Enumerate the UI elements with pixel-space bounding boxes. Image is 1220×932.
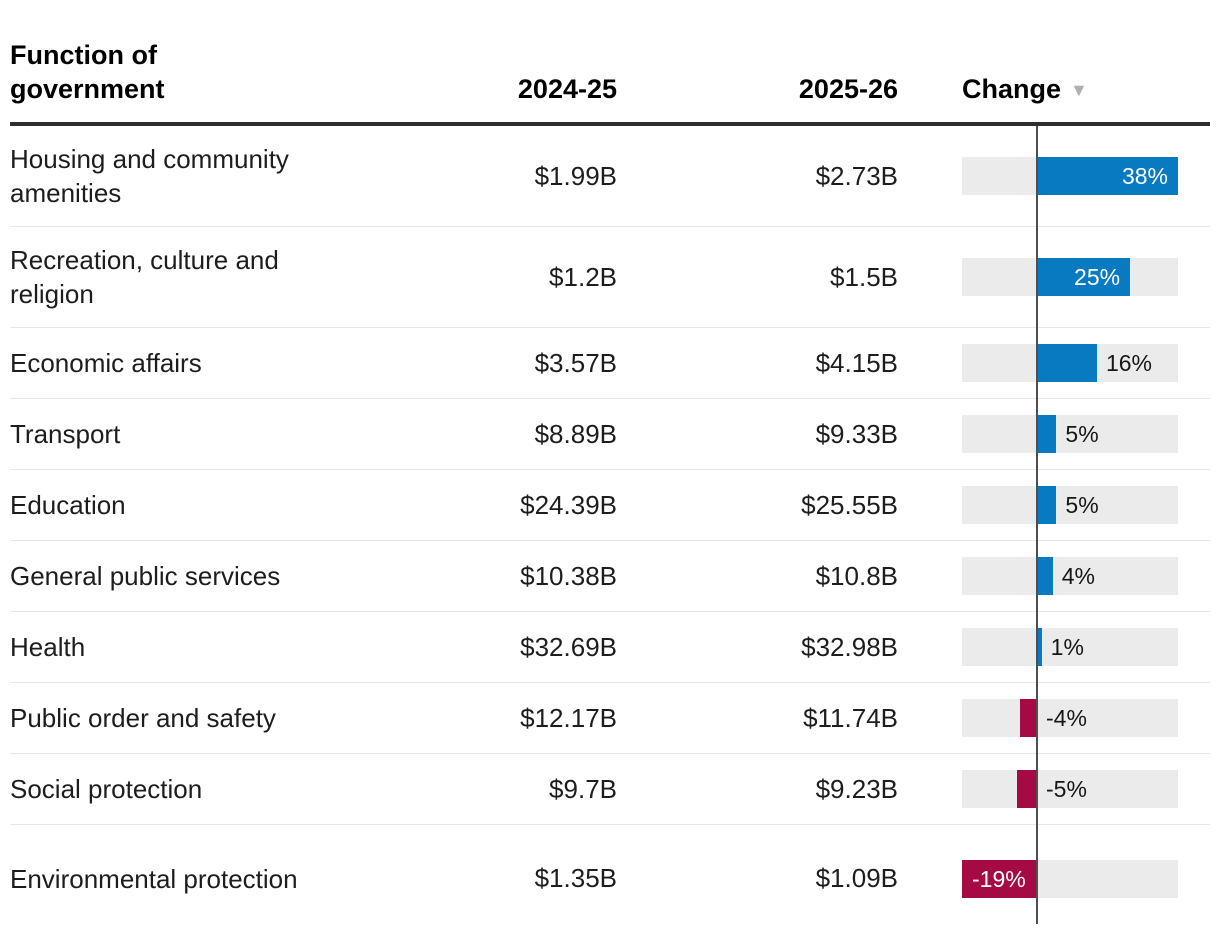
row-label: Education [10,490,126,521]
value-2024-25: $24.39B [520,489,617,520]
value-2025-26: $9.33B [815,418,898,449]
value-2024-25: $32.69B [520,631,617,662]
value-2025-26: $25.55B [801,489,898,520]
change-bar-track: 16% [962,344,1178,383]
change-bar [1038,557,1053,596]
change-percent-label: 5% [1065,492,1099,519]
value-2025-26: $32.98B [801,631,898,662]
header-2024-25: 2024-25 [517,74,617,105]
change-bar [1016,770,1036,809]
change-bar [1038,486,1057,525]
change-cell: 4% [898,557,1210,596]
change-bar-track: 5% [962,486,1178,525]
table-row: Housing and community amenities $1.99B $… [10,126,1210,226]
sort-descending-icon[interactable]: ▼ [1070,80,1088,101]
table-row: Health $32.69B $32.98B 1% [10,611,1210,682]
value-2025-26: $9.23B [815,773,898,804]
change-bar-track: 38% [962,157,1178,196]
header-2025-26: 2025-26 [798,74,898,105]
value-2025-26: $1.09B [815,863,898,894]
table-row: Economic affairs $3.57B $4.15B 16% [10,327,1210,398]
table-row: Education $24.39B $25.55B 5% [10,469,1210,540]
change-bar-track: 4% [962,557,1178,596]
change-bar [1038,344,1097,383]
change-percent-label: -5% [1046,776,1087,803]
change-percent-label: 5% [1065,421,1099,448]
change-percent-label: 4% [1061,563,1095,590]
table-row: Recreation, culture and religion $1.2B $… [10,226,1210,327]
value-2024-25: $1.99B [534,160,617,191]
change-cell: 25% [898,258,1210,297]
change-bar [962,859,1036,898]
change-bar-track: -4% [962,699,1178,738]
header-change-sort[interactable]: Change ▼ [898,72,1210,106]
value-2024-25: $1.2B [549,261,617,292]
change-percent-label: -4% [1046,705,1087,732]
row-label: Social protection [10,774,203,805]
change-cell: 1% [898,628,1210,667]
change-cell: -4% [898,699,1210,738]
table-row: Environmental protection $1.35B $1.09B -… [10,824,1210,932]
value-2024-25: $1.35B [534,863,617,894]
header-function-of-government: Function of government [10,40,165,105]
table-row: Public order and safety $12.17B $11.74B … [10,682,1210,753]
change-percent-label: 1% [1050,634,1084,661]
value-2024-25: $8.89B [534,418,617,449]
value-2024-25: $3.57B [534,347,617,378]
row-label: Public order and safety [10,703,276,734]
change-bar [1038,628,1042,667]
change-bar [1020,699,1036,738]
change-percent-label: -19% [972,865,1026,892]
change-percent-label: 38% [1121,163,1168,190]
value-2025-26: $1.5B [830,261,898,292]
value-2025-26: $10.8B [815,560,898,591]
change-cell: -5% [898,770,1210,809]
row-label: Economic affairs [10,348,202,379]
change-cell: 38% [898,157,1210,196]
table-row: Social protection $9.7B $9.23B -5% [10,753,1210,824]
change-bar-track: 1% [962,628,1178,667]
change-cell: 5% [898,415,1210,454]
row-label: Recreation, culture and religion [10,245,279,310]
change-bar [1038,157,1178,196]
value-2025-26: $2.73B [815,160,898,191]
header-change-label: Change [962,74,1062,105]
change-percent-label: 25% [1074,264,1121,291]
table-row: General public services $10.38B $10.8B 4… [10,540,1210,611]
change-bar-track: 5% [962,415,1178,454]
change-bar [1038,258,1131,297]
change-cell: 5% [898,486,1210,525]
value-2024-25: $9.7B [549,773,617,804]
row-label: Health [10,632,86,663]
row-label: Environmental protection [10,863,298,894]
value-2025-26: $11.74B [803,702,898,733]
zero-axis-line [1036,126,1038,925]
value-2024-25: $10.38B [520,560,617,591]
value-2025-26: $4.15B [815,347,898,378]
table-body: Housing and community amenities $1.99B $… [10,126,1210,932]
row-label: Housing and community amenities [10,144,289,209]
change-cell: 16% [898,344,1210,383]
table-header-row: Function of government 2024-25 2025-26 C… [10,0,1210,127]
table-row: Transport $8.89B $9.33B 5% [10,398,1210,469]
value-2024-25: $12.17B [520,702,617,733]
change-bar-track: -19% [962,859,1178,898]
change-cell: -19% [898,859,1210,898]
change-percent-label: 16% [1105,350,1152,377]
change-bar-track: -5% [962,770,1178,809]
row-label: Transport [10,419,121,450]
change-bar-track: 25% [962,258,1178,297]
row-label: General public services [10,561,281,592]
change-bar [1038,415,1057,454]
